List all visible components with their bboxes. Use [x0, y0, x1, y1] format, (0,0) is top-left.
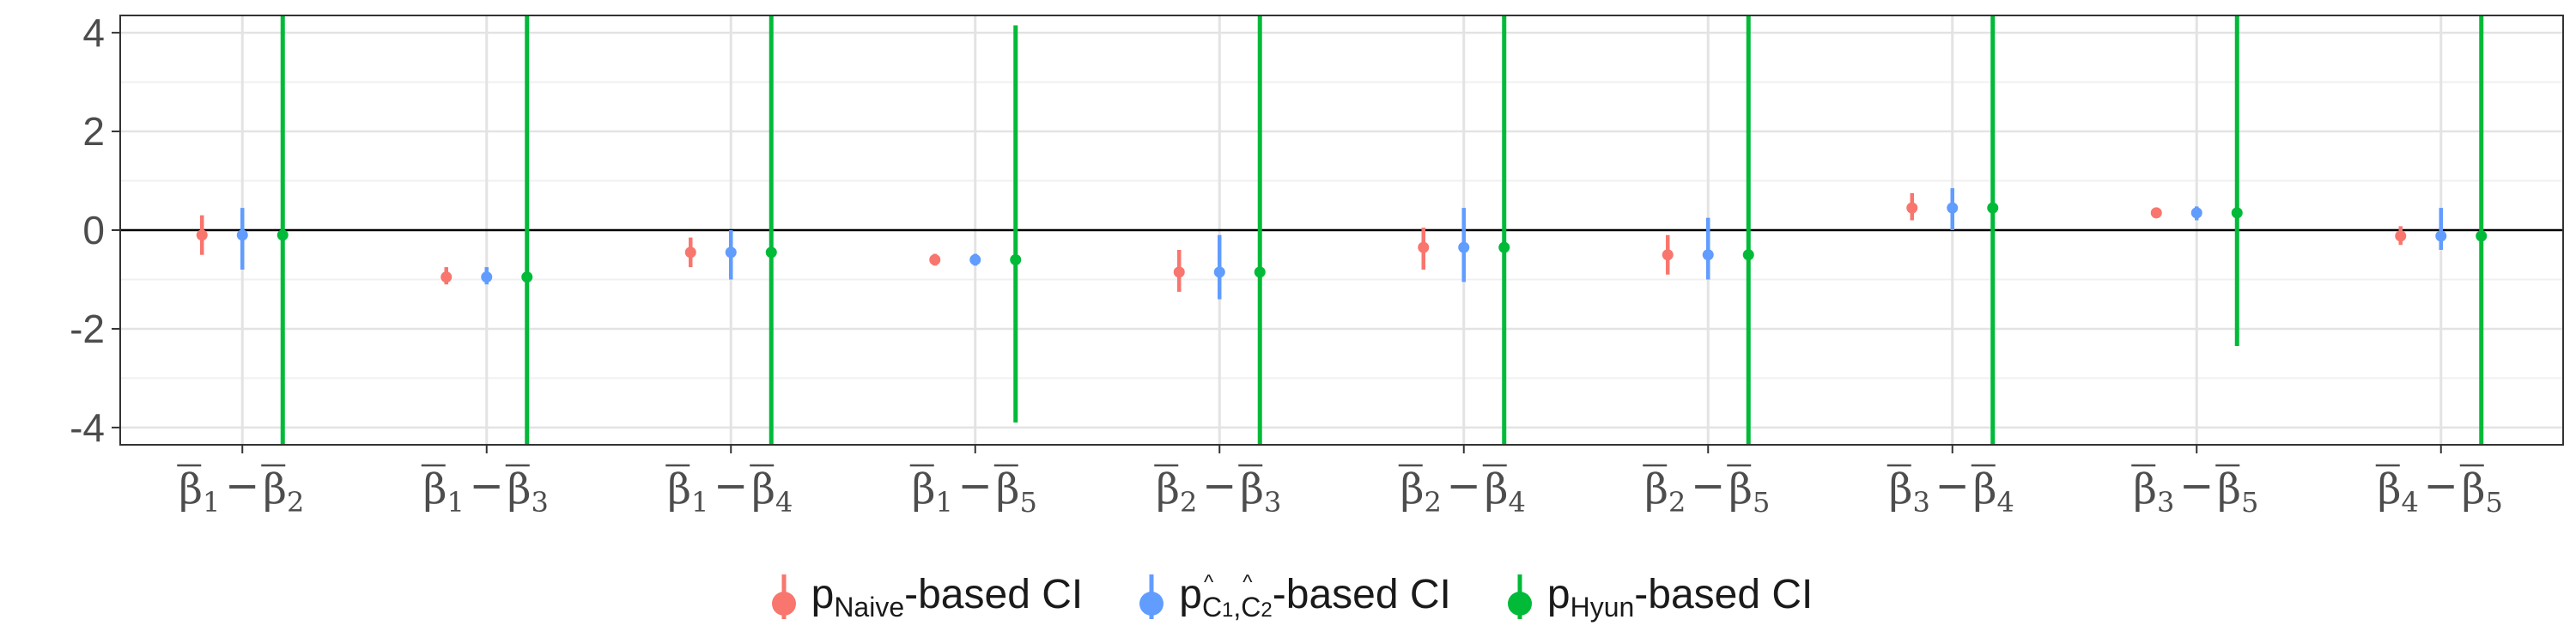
x-tick-term: β3 — [2133, 465, 2174, 519]
point — [725, 246, 737, 258]
x-tick-term: β2 — [263, 465, 304, 519]
x-tick-term: β4 — [1973, 465, 2014, 519]
point — [1662, 249, 1674, 261]
point — [969, 253, 981, 265]
x-tick-label: β2− β4 — [1398, 462, 1526, 519]
point — [1906, 202, 1918, 214]
point — [1498, 241, 1510, 253]
y-tick-label: 4 — [82, 10, 105, 55]
legend-item-hyun: pHyun-based CI — [1499, 569, 1814, 624]
minus-sign: − — [714, 462, 748, 510]
legend: pNaive-based CI pC1,C2-based CI pHyun-ba… — [0, 562, 2576, 631]
point — [929, 253, 941, 265]
x-tick-label: β3− β5 — [2131, 462, 2258, 519]
plot-border — [119, 15, 2564, 446]
x-tick-term: β1 — [423, 465, 465, 519]
legend-item-naive: pNaive-based CI — [763, 569, 1084, 624]
x-tick-term: β3 — [1889, 465, 1930, 519]
legend-key-c1c2 — [1139, 574, 1164, 619]
series-1 — [236, 188, 2447, 300]
x-axis: β1− β2 β1− β3 β1− β4 β1− β5 β2− β3 β2− β4 β2− β5 β3− β4… — [177, 445, 2503, 519]
point — [1947, 202, 1959, 214]
minus-sign: − — [225, 462, 259, 510]
point — [2150, 207, 2162, 219]
x-tick-term: β5 — [996, 465, 1037, 519]
minus-sign: − — [2179, 462, 2214, 510]
minus-sign: − — [1935, 462, 1970, 510]
x-tick-label: β4− β5 — [2375, 462, 2503, 519]
x-tick-term: β3 — [507, 465, 549, 519]
y-tick-label: -2 — [70, 307, 105, 351]
point — [481, 271, 493, 283]
x-tick-term: β2 — [1400, 465, 1442, 519]
x-tick-term: β2 — [1156, 465, 1197, 519]
minus-sign: − — [2424, 462, 2458, 510]
legend-key-naive — [771, 574, 796, 619]
series-2 — [276, 15, 2488, 445]
point — [684, 246, 696, 258]
x-tick-label: β3− β4 — [1886, 462, 2014, 519]
point — [1213, 266, 1225, 278]
point — [1173, 266, 1185, 278]
x-tick-label: β1− β2 — [177, 462, 304, 519]
minus-sign: − — [1202, 462, 1236, 510]
point — [1702, 249, 1714, 261]
series-layer — [196, 15, 2488, 445]
x-tick-label: β1− β4 — [665, 462, 793, 519]
legend-label-hyun: pHyun-based CI — [1546, 571, 1814, 623]
x-tick-term: β5 — [1728, 465, 1770, 519]
x-tick-label: β1− β3 — [421, 462, 549, 519]
point — [2395, 230, 2407, 242]
point — [276, 229, 289, 241]
x-tick-term: β1 — [179, 465, 220, 519]
x-tick-term: β1 — [667, 465, 708, 519]
point — [2435, 230, 2447, 242]
point — [1987, 202, 1999, 214]
x-tick-term: β5 — [2462, 465, 2503, 519]
legend-label-naive: pNaive-based CI — [811, 571, 1084, 623]
series-0 — [196, 192, 2407, 292]
legend-item-c1c2: pC1,C2-based CI — [1131, 569, 1451, 624]
point — [2476, 230, 2488, 242]
legend-label-c1c2: pC1,C2-based CI — [1179, 571, 1451, 623]
minus-sign: − — [470, 462, 504, 510]
point — [521, 271, 533, 283]
point — [1418, 241, 1430, 253]
y-tick-label: 0 — [82, 208, 105, 252]
point — [1742, 249, 1754, 261]
y-axis: -4 -2 0 2 4 — [70, 10, 120, 450]
x-tick-term: β2 — [1644, 465, 1686, 519]
point — [196, 229, 208, 241]
x-tick-label: β1− β5 — [909, 462, 1037, 519]
x-tick-term: β5 — [2217, 465, 2258, 519]
point — [2190, 207, 2202, 219]
x-tick-term: β4 — [751, 465, 793, 519]
legend-key-hyun — [1507, 574, 1532, 619]
point — [1010, 253, 1022, 265]
x-tick-label: β2− β5 — [1643, 462, 1770, 519]
point — [765, 246, 777, 258]
point — [2231, 207, 2243, 219]
x-tick-term: β1 — [912, 465, 953, 519]
point — [440, 271, 453, 283]
x-tick-term: β3 — [1240, 465, 1281, 519]
point — [1458, 241, 1470, 253]
minus-sign: − — [1447, 462, 1481, 510]
y-tick-label: -4 — [70, 405, 105, 450]
x-tick-label: β2− β3 — [1154, 462, 1281, 519]
x-tick-term: β4 — [1485, 465, 1526, 519]
y-tick-label: 2 — [82, 109, 105, 154]
x-tick-term: β4 — [2378, 465, 2419, 519]
minus-sign: − — [958, 462, 993, 510]
point — [1254, 266, 1266, 278]
point — [236, 229, 248, 241]
minus-sign: − — [1691, 462, 1725, 510]
